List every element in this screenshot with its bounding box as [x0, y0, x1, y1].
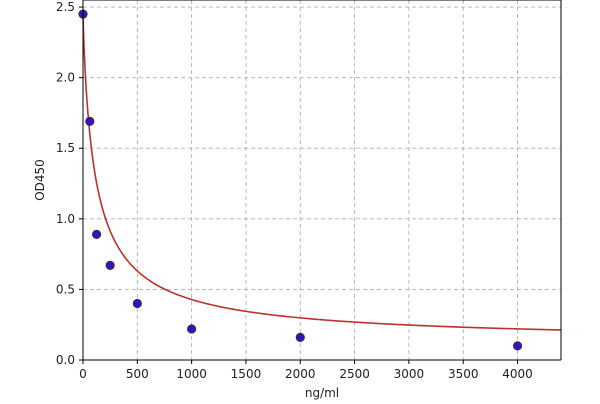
x-tick-label: 2000 [285, 367, 316, 381]
x-ticks: 0 500 1000 1500 2000 2500 3000 3500 4000 [79, 360, 533, 381]
x-tick-label: 3000 [394, 367, 425, 381]
fitted-curve [82, 14, 562, 331]
grid-lines [83, 0, 561, 360]
y-ticks: 0.0 0.5 1.0 1.5 2.0 2.5 [56, 0, 83, 367]
y-tick-label: 0.0 [56, 353, 75, 367]
data-point [91, 229, 102, 239]
plot-area [83, 0, 561, 360]
y-tick-label: 1.5 [56, 141, 75, 155]
data-point [105, 260, 115, 271]
y-axis-title: OD450 [33, 159, 47, 201]
y-tick-label: 2.5 [56, 0, 75, 14]
x-tick-label: 1000 [176, 367, 207, 381]
y-tick-label: 2.0 [56, 71, 75, 85]
y-tick-label: 1.0 [56, 212, 75, 226]
x-tick-label: 2500 [339, 367, 370, 381]
data-point [187, 324, 197, 334]
x-tick-label: 500 [126, 367, 149, 381]
x-tick-label: 1500 [231, 367, 262, 381]
x-tick-label: 3500 [448, 367, 479, 381]
x-tick-label: 4000 [502, 367, 533, 381]
data-point [85, 116, 95, 127]
data-point [295, 332, 305, 343]
x-tick-label: 0 [79, 367, 87, 381]
fitted-curve-layer [82, 14, 562, 331]
x-axis-title: ng/ml [305, 386, 339, 400]
data-point [512, 341, 523, 351]
y-tick-label: 0.5 [56, 282, 75, 296]
axes [82, 0, 562, 361]
data-point [132, 298, 142, 309]
